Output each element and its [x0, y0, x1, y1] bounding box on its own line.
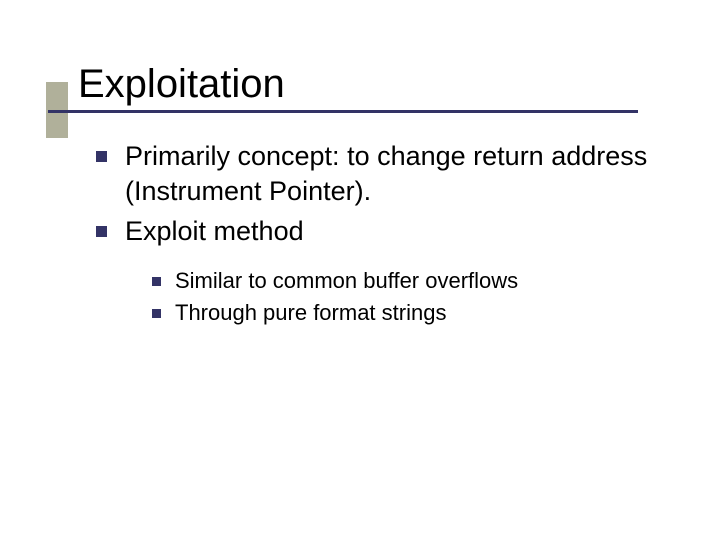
square-bullet-icon: [96, 226, 107, 237]
square-bullet-icon: [96, 151, 107, 162]
title-region: Exploitation: [48, 62, 720, 113]
list-item-text: Primarily concept: to change return addr…: [125, 139, 656, 208]
square-bullet-icon: [152, 277, 161, 286]
sub-list: Similar to common buffer overflows Throu…: [152, 267, 656, 328]
slide-title: Exploitation: [48, 62, 720, 113]
list-item: Exploit method: [96, 214, 656, 249]
sub-list-item-text: Through pure format strings: [175, 299, 446, 328]
sub-list-item: Similar to common buffer overflows: [152, 267, 656, 296]
slide: Exploitation Primarily concept: to chang…: [0, 0, 720, 540]
list-item-text: Exploit method: [125, 214, 304, 249]
slide-body: Primarily concept: to change return addr…: [96, 139, 656, 328]
sub-list-item-text: Similar to common buffer overflows: [175, 267, 518, 296]
list-item: Primarily concept: to change return addr…: [96, 139, 656, 208]
sub-list-item: Through pure format strings: [152, 299, 656, 328]
square-bullet-icon: [152, 309, 161, 318]
